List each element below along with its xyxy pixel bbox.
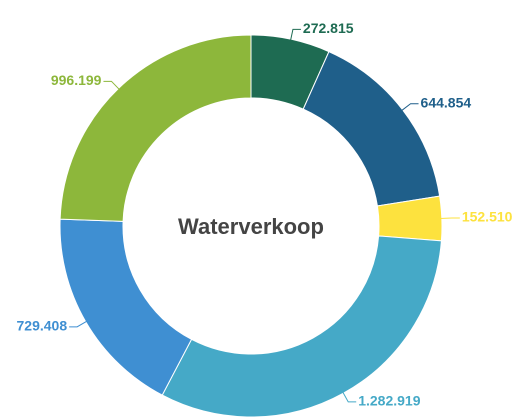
data-label: 1.282.919 [358,393,420,409]
data-label: 644.854 [421,94,472,110]
data-label: 729.408 [17,318,68,334]
data-label: 272.815 [303,20,354,36]
donut-segment [59,218,193,396]
leader-line [289,28,301,42]
donut-segment [302,50,441,207]
leader-line [341,391,357,403]
donut-segment [59,34,252,222]
chart-title: Waterverkoop [178,214,324,239]
data-label: 152.510 [462,209,512,225]
leader-line [400,103,419,112]
data-label: 996.199 [51,72,102,88]
leader-line [69,320,88,328]
donut-segment [161,235,442,417]
leader-line [103,80,121,91]
